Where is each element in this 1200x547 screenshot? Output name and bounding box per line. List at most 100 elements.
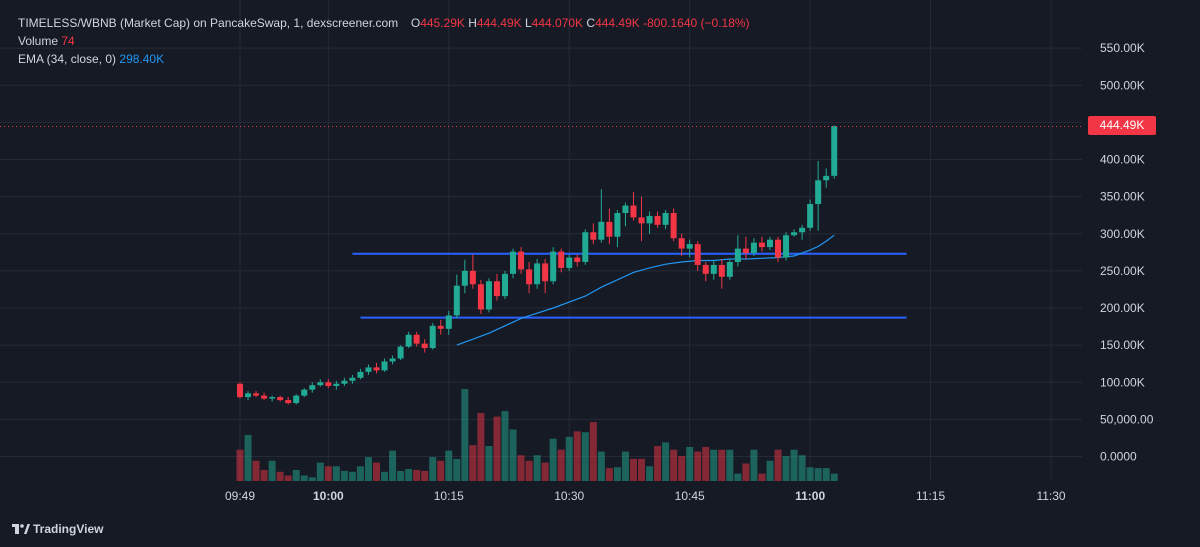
volume-bar [670, 449, 678, 481]
volume-bar [364, 457, 372, 481]
volume-bar [469, 445, 477, 481]
volume-bar [638, 458, 645, 481]
candle-body [734, 248, 741, 262]
price-tick-label: 50,000.00 [1100, 412, 1154, 426]
time-tick-label: 10:00 [313, 489, 344, 503]
high-label: H [468, 16, 477, 30]
ema-polyline [456, 234, 835, 346]
candle-body [253, 393, 260, 396]
volume-bar [790, 449, 798, 481]
candle-body [413, 334, 420, 344]
candle-body [582, 232, 589, 262]
volume-bar [694, 451, 702, 481]
volume-bar [429, 457, 437, 481]
candle-body [317, 382, 324, 386]
time-tick-label: 11:30 [1036, 489, 1065, 503]
volume-bar [445, 450, 453, 481]
price-tick-label: 400.00K [1100, 153, 1145, 167]
volume-bar [300, 475, 308, 481]
candle-body [485, 281, 492, 310]
volume-bar [549, 438, 557, 481]
volume-bar [493, 416, 501, 481]
candle-body [453, 285, 460, 316]
candle-body [397, 346, 404, 359]
candle-body [341, 380, 348, 384]
volume-bar [798, 455, 806, 481]
candle-body [702, 264, 709, 274]
volume-bar [814, 468, 822, 481]
volume-bar [629, 458, 637, 481]
volume-bar [758, 473, 766, 481]
candle-body [237, 383, 243, 398]
volume-bar [453, 458, 461, 481]
volume-bar [268, 460, 276, 481]
candle-body [445, 315, 452, 329]
low-value: 444.070K [531, 16, 584, 30]
volume-bars [236, 389, 838, 481]
ema-label[interactable]: EMA (34, close, 0) [18, 52, 117, 66]
price-tick-label: 200.00K [1100, 301, 1145, 315]
symbol-title[interactable]: TIMELESS/WBNB (Market Cap) on PancakeSwa… [18, 16, 399, 30]
price-tick-label: 250.00K [1100, 264, 1145, 278]
ema-line [456, 234, 835, 346]
candle-body [285, 400, 292, 404]
volume-bar [557, 449, 565, 481]
volume-bar [332, 466, 340, 481]
volume-bar [766, 460, 774, 481]
candle-body [670, 212, 677, 239]
price-tick-label: 350.00K [1100, 190, 1145, 204]
volume-bar [597, 451, 605, 481]
candle-body [269, 397, 276, 399]
volume-bar [244, 435, 252, 481]
volume-bar [284, 475, 292, 481]
volume-bar [613, 467, 621, 481]
ema-legend-row: EMA (34, close, 0) 298.40K [18, 50, 750, 68]
price-tick-label: 550.00K [1100, 41, 1145, 55]
candle-body [646, 215, 653, 224]
candle-body [333, 383, 340, 386]
candle-body [550, 251, 557, 282]
candle-body [405, 334, 412, 347]
candle-body [357, 371, 364, 378]
time-axis: 09:49 10:00 10:15 10:30 10:45 11:00 11:15 11:30 [225, 489, 1066, 503]
candle-body [510, 251, 517, 274]
tradingview-branding[interactable]: TradingView [12, 522, 103, 536]
candle-body [526, 269, 533, 285]
volume-bar [533, 455, 541, 481]
volume-label[interactable]: Volume [18, 34, 59, 48]
volume-bar [509, 429, 517, 481]
legend-title-row: TIMELESS/WBNB (Market Cap) on PancakeSwa… [18, 14, 750, 32]
volume-value: 74 [61, 34, 75, 48]
volume-bar [348, 471, 356, 481]
price-tick-label: 500.00K [1100, 78, 1145, 92]
time-tick-label: 11:00 [795, 489, 825, 503]
candle-body [389, 358, 396, 362]
candle-body [261, 395, 268, 399]
branding-text: TradingView [33, 522, 104, 536]
time-tick-label: 09:49 [225, 489, 255, 503]
price-axis: 0.0000 50,000.00 100.00K 150.00K 200.00K 250.… [1100, 41, 1154, 463]
price-tick-label: 0.0000 [1100, 450, 1137, 464]
chart-grid [0, 0, 1082, 481]
candle-body [518, 251, 525, 270]
volume-legend-row: Volume 74 [18, 32, 750, 50]
candle-body [606, 221, 613, 237]
candle-body [493, 281, 500, 297]
candle-body [477, 284, 484, 310]
volume-bar [437, 460, 445, 481]
candle-body [791, 232, 798, 236]
candle-body [365, 367, 372, 372]
volume-bar [525, 460, 533, 481]
price-tick-label: 150.00K [1100, 338, 1145, 352]
candle-body [654, 215, 661, 225]
volume-bar [565, 436, 573, 481]
volume-bar [413, 469, 421, 481]
candles [237, 125, 838, 405]
volume-bar [678, 456, 686, 481]
time-tick-label: 10:30 [554, 489, 584, 503]
candle-body [558, 251, 565, 268]
volume-bar [397, 470, 405, 481]
candle-body [501, 273, 508, 297]
candle-body [807, 204, 814, 228]
